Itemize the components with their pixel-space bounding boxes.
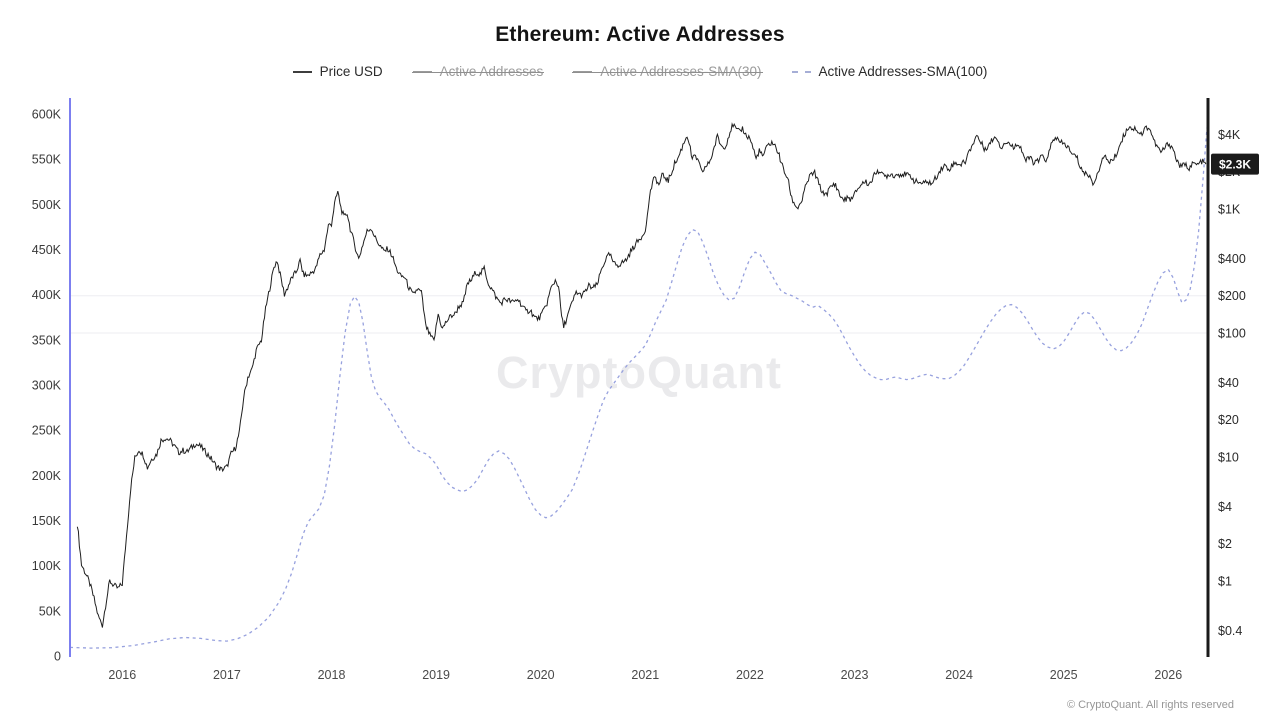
- right-axis-tick-label: $100: [1218, 327, 1246, 341]
- x-axis-tick-label: 2025: [1050, 668, 1078, 682]
- current-price-badge: $2.3K: [1211, 153, 1259, 175]
- chart-title: Ethereum: Active Addresses: [495, 23, 785, 46]
- copyright-notice: © CryptoQuant. All rights reserved: [1066, 699, 1234, 711]
- x-axis-tick-label: 2020: [527, 668, 555, 682]
- left-axis-tick-label: 0: [54, 650, 61, 664]
- current-price-badge-label: $2.3K: [1219, 158, 1251, 172]
- x-axis-tick-label: 2024: [945, 668, 973, 682]
- line-icon: [292, 71, 312, 73]
- right-axis-tick-label: $400: [1218, 252, 1246, 266]
- right-axis-tick-label: $1K: [1218, 203, 1241, 217]
- left-axis-tick-label: 300K: [32, 379, 62, 393]
- right-axis-tick-label: $4: [1218, 500, 1232, 514]
- left-axis-tick-label: 550K: [32, 153, 62, 167]
- left-axis-tick-label: 250K: [32, 424, 62, 438]
- x-axis-tick-label: 2026: [1154, 668, 1182, 682]
- left-axis-tick-label: 50K: [39, 604, 62, 618]
- legend-label: Price USD: [319, 64, 383, 79]
- legend-item-active-addresses[interactable]: Active Addresses: [411, 63, 544, 81]
- right-axis-tick-label: $10: [1218, 451, 1239, 465]
- left-axis-tick-label: 450K: [32, 243, 62, 257]
- right-axis-tick-label: $0.4: [1218, 624, 1242, 638]
- right-axis-tick-label: $1: [1218, 575, 1232, 589]
- x-axis-tick-label: 2016: [108, 668, 136, 682]
- legend-item-active-addresses-sma-100[interactable]: Active Addresses-SMA(100): [791, 63, 988, 81]
- right-axis-tick-label: $200: [1218, 289, 1246, 303]
- right-axis-tick-label: $2: [1218, 537, 1232, 551]
- legend-label: Active Addresses-SMA(100): [818, 64, 988, 79]
- x-axis-tick-label: 2023: [841, 668, 869, 682]
- x-axis-tick-label: 2021: [631, 668, 659, 682]
- right-axis-tick-label: $4K: [1218, 128, 1241, 142]
- left-axis-tick-label: 500K: [32, 198, 62, 212]
- left-axis-tick-label: 350K: [32, 333, 62, 347]
- x-axis-tick-label: 2022: [736, 668, 764, 682]
- dashed-line-icon: [791, 71, 811, 73]
- x-axis-tick-label: 2018: [318, 668, 346, 682]
- price-usd-line: [76, 122, 1207, 628]
- left-axis-tick-label: 600K: [32, 108, 62, 122]
- active-addresses-sma100-line: [69, 127, 1208, 649]
- legend-item-price-usd[interactable]: Price USD: [292, 63, 383, 81]
- left-axis-tick-label: 100K: [32, 559, 62, 573]
- left-axis-tick-label: 200K: [32, 469, 62, 483]
- right-axis-tick-label: $20: [1218, 413, 1239, 427]
- legend-item-active-addresses-sma-30[interactable]: Active Addresses-SMA(30): [572, 63, 763, 81]
- right-axis-tick-label: $40: [1218, 376, 1239, 390]
- x-axis-tick-label: 2017: [213, 668, 241, 682]
- left-axis-tick-label: 150K: [32, 514, 62, 528]
- left-axis-tick-label: 400K: [32, 288, 62, 302]
- x-axis-tick-label: 2019: [422, 668, 450, 682]
- legend: Price USD Active Addresses Active Addresse…: [0, 63, 1280, 81]
